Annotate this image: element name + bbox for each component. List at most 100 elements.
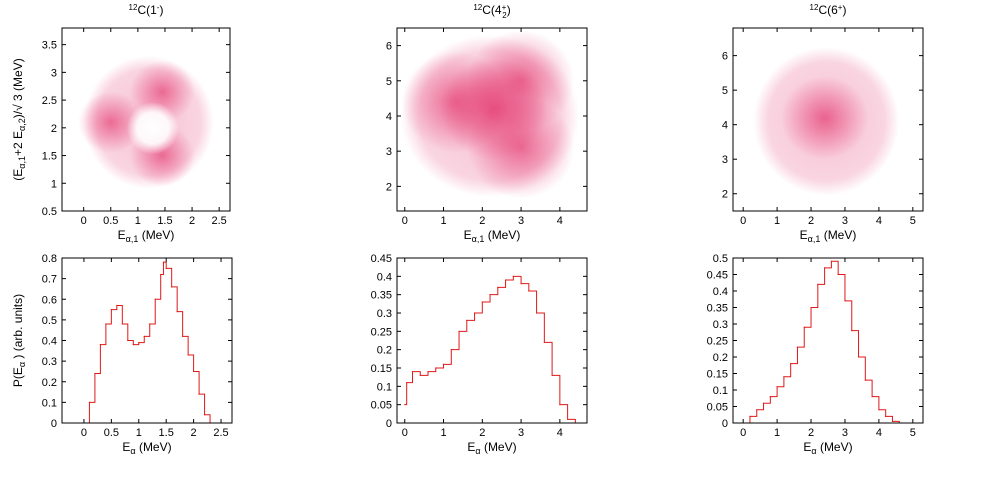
panel-title: 12C(4+ 2) [473, 3, 510, 20]
histogram-point [543, 341, 545, 343]
histogram-point [466, 319, 468, 321]
histogram-point [837, 273, 839, 276]
panel-3: 0 1 2 3 4 5 2 3 4 5 6 Eα,1 (MeV) 12C(6+) [722, 3, 924, 244]
y-tick-label: 0.5 [713, 253, 728, 265]
y-tick-label: 4 [386, 111, 392, 123]
plot-area [78, 55, 214, 189]
histogram-point [419, 374, 421, 376]
histogram-point [776, 386, 778, 388]
histogram-point [885, 415, 887, 417]
plot-area [83, 261, 211, 423]
histogram-point [121, 323, 123, 325]
y-tick-label: 0.1 [42, 397, 57, 409]
histogram-point [442, 363, 445, 365]
x-tick-label: 1.5 [159, 427, 174, 439]
x-tick-label: 2 [808, 427, 814, 439]
panel-2: 0 1 2 3 4 2 3 4 5 6 Eα,1 (MeV) 12C(4+ 2) [386, 3, 588, 244]
histogram-point [138, 341, 140, 344]
histogram-point [790, 363, 792, 365]
histogram-point [110, 308, 112, 311]
x-tick-label: 2.5 [212, 215, 227, 227]
y-tick-label: 3 [51, 67, 57, 79]
plot-frame [61, 257, 233, 424]
y-tick-label: 3.5 [42, 40, 57, 52]
histogram-point [165, 267, 167, 269]
plot-frame [396, 27, 588, 212]
plot-area [753, 46, 900, 196]
y-tick-label: 0.5 [42, 315, 57, 327]
x-tick-label: 2 [191, 427, 197, 439]
histogram-line [83, 261, 211, 423]
x-tick-label: 3 [518, 427, 524, 439]
histogram-point [796, 346, 799, 348]
x-tick-label: 4 [557, 427, 563, 439]
y-tick-label: 5 [386, 76, 392, 88]
panel-6: 0 1 2 3 4 5 0 0.05 0.1 0.15 0.2 0.25 0.3 0.35 0.4 0.45 0… [707, 253, 924, 456]
histogram-point [878, 409, 880, 411]
histogram-point [427, 371, 429, 373]
plot-frame [732, 257, 924, 424]
y-tick-label: 0.25 [707, 336, 728, 348]
y-tick-label: 0.3 [377, 308, 392, 320]
histogram-point [406, 382, 408, 384]
x-tick-label: 2 [808, 215, 814, 227]
x-tick-label: 2 [479, 215, 485, 227]
histogram-point [116, 304, 118, 307]
x-tick-label: 5 [910, 215, 916, 227]
y-tick-label: 0.1 [713, 385, 728, 397]
histogram-point [749, 415, 751, 417]
histogram-point [94, 372, 96, 375]
histogram-point [762, 402, 765, 404]
y-tick-label: 0.5 [42, 206, 57, 218]
x-tick-label: 2 [479, 427, 485, 439]
x-tick-label: 1 [774, 215, 780, 227]
x-tick-label: 4 [557, 215, 563, 227]
histogram-point [891, 420, 894, 422]
histogram-point [857, 356, 860, 358]
y-tick-label: 0.05 [707, 402, 728, 414]
y-tick-label: 0.05 [371, 400, 392, 412]
histogram-point [497, 286, 499, 288]
y-tick-label: 2 [722, 189, 728, 201]
x-axis-label: Eα (MeV) [467, 440, 516, 456]
histogram-point [411, 371, 414, 373]
y-tick-label: 6 [722, 51, 728, 63]
x-tick-label: 0 [740, 427, 746, 439]
histogram-point [458, 330, 460, 332]
y-tick-label: 1.5 [42, 151, 57, 163]
histogram-point [851, 330, 853, 332]
plot-area [404, 275, 576, 423]
y-tick-label: 0.25 [371, 326, 392, 338]
x-tick-label: 0.5 [103, 215, 118, 227]
x-tick-label: 0 [402, 215, 408, 227]
histogram-point [193, 370, 195, 373]
y-tick-label: 0.45 [707, 270, 728, 282]
x-tick-label: 3 [842, 427, 848, 439]
y-tick-label: 0.15 [707, 369, 728, 381]
panel-4: 0 0.5 1 1.5 2 2.5 0 0.1 0.2 0.3 0.4 0.5 0.6 0.7 0.8 Eα … [11, 253, 233, 456]
histogram-point [203, 414, 206, 416]
y-tick-label: 0.3 [713, 319, 728, 331]
histogram-point [803, 326, 805, 328]
x-axis-label: Eα,1 (MeV) [464, 228, 521, 244]
y-tick-label: 0.15 [371, 363, 392, 375]
y-tick-label: 2 [386, 181, 392, 193]
histogram-point [162, 261, 165, 263]
y-tick-label: 0.35 [371, 290, 392, 302]
y-tick-label: 3 [722, 154, 728, 166]
histogram-point [830, 260, 832, 262]
x-tick-label: 0 [81, 215, 87, 227]
y-axis-label: P(Eα ) (arb. units) [11, 294, 27, 387]
histogram-point [182, 335, 184, 337]
x-tick-label: 1 [136, 427, 142, 439]
y-axis-label: (Eα,1+2 Eα,2)/√ 3 (MeV) [11, 58, 27, 180]
histogram-point [404, 404, 406, 406]
y-tick-label: 4 [722, 120, 728, 132]
density-hole [126, 102, 179, 155]
y-tick-label: 0.3 [42, 356, 57, 368]
histogram-point [99, 344, 101, 346]
y-tick-label: 0 [51, 418, 57, 430]
x-tick-label: 1 [440, 427, 446, 439]
x-tick-label: 2 [189, 215, 195, 227]
plot-frame [396, 257, 588, 424]
